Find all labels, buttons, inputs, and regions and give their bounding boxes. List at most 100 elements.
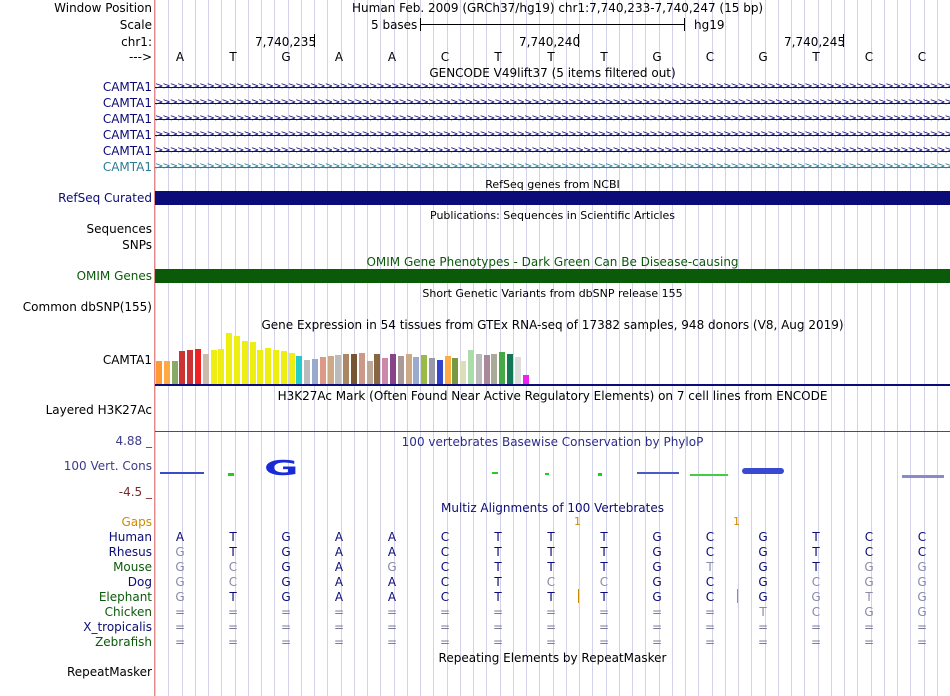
gtex-tissue-bar[interactable] — [319, 357, 326, 384]
refseq-track-title[interactable]: RefSeq genes from NCBI — [485, 178, 620, 191]
gtex-tissue-bar[interactable] — [483, 355, 490, 384]
repeatmasker-track-title[interactable]: Repeating Elements by RepeatMasker — [438, 651, 667, 665]
gtex-tissue-bar[interactable] — [187, 350, 194, 384]
gtex-tissue-bar[interactable] — [390, 354, 396, 384]
transcript-line[interactable] — [155, 103, 950, 104]
gencode-item-label[interactable]: CAMTA1 — [102, 112, 152, 126]
gtex-tissue-bar[interactable] — [522, 375, 529, 384]
gencode-item-label[interactable]: CAMTA1 — [102, 80, 152, 94]
species-label[interactable]: Rhesus — [108, 545, 152, 559]
gencode-track-title[interactable]: GENCODE V49lift37 (5 items filtered out) — [429, 66, 676, 80]
species-label[interactable]: Mouse — [113, 560, 152, 574]
transcript-line[interactable] — [155, 135, 950, 136]
gtex-tissue-bar[interactable] — [226, 333, 233, 384]
transcript-line[interactable] — [155, 119, 950, 120]
phylop-signal[interactable] — [742, 468, 784, 474]
species-label[interactable]: Chicken — [104, 605, 152, 619]
gtex-tissue-bar[interactable] — [507, 354, 513, 384]
h3k27ac-track-label[interactable]: Layered H3K27Ac — [45, 403, 152, 417]
transcript-line[interactable] — [155, 87, 950, 88]
phylop-signal[interactable] — [160, 472, 204, 474]
repeatmasker-track-label[interactable]: RepeatMasker — [66, 665, 152, 679]
gtex-tissue-bar[interactable] — [335, 355, 342, 384]
phylop-signal[interactable] — [902, 475, 944, 478]
phylop-signal[interactable] — [637, 472, 679, 474]
publications-snps-label[interactable]: SNPs — [122, 238, 152, 252]
gtex-tissue-bar[interactable] — [296, 356, 303, 384]
gtex-tissue-bar[interactable] — [304, 360, 311, 384]
gtex-tissue-bar[interactable] — [429, 358, 435, 384]
gtex-tissue-bar[interactable] — [312, 359, 318, 384]
gencode-item-label[interactable]: CAMTA1 — [102, 160, 152, 174]
gtex-tissue-bar[interactable] — [241, 341, 248, 384]
grid-line — [579, 0, 580, 696]
dbsnp-track-label[interactable]: Common dbSNP(155) — [22, 300, 152, 314]
species-label[interactable]: Elephant — [98, 590, 152, 604]
gtex-tissue-bar[interactable] — [491, 354, 498, 384]
omim-track-title[interactable]: OMIM Gene Phenotypes - Dark Green Can Be… — [366, 255, 739, 269]
gtex-tissue-bar[interactable] — [265, 348, 272, 384]
phylop-signal[interactable] — [598, 473, 602, 476]
phylop-signal[interactable] — [545, 473, 549, 475]
gtex-tissue-bar[interactable] — [171, 361, 178, 384]
omim-track-label[interactable]: OMIM Genes — [76, 269, 152, 283]
species-label[interactable]: X_tropicalis — [83, 620, 152, 634]
gtex-tissue-bar[interactable] — [288, 353, 295, 384]
gtex-tissue-bar[interactable] — [421, 355, 428, 384]
gencode-item-label[interactable]: CAMTA1 — [102, 144, 152, 158]
gtex-tissue-bar[interactable] — [382, 358, 389, 384]
gtex-track-label[interactable]: CAMTA1 — [102, 353, 152, 367]
species-label[interactable]: Zebrafish — [95, 635, 152, 649]
gtex-tissue-bar[interactable] — [273, 350, 279, 384]
gtex-tissue-bar[interactable] — [444, 356, 451, 384]
gtex-tissue-bar[interactable] — [257, 350, 264, 384]
gtex-tissue-bar[interactable] — [475, 354, 482, 384]
gtex-tissue-bar[interactable] — [179, 351, 186, 384]
transcript-line[interactable] — [155, 167, 950, 168]
h3k27ac-track-title[interactable]: H3K27Ac Mark (Often Found Near Active Re… — [277, 389, 828, 403]
gtex-tissue-bar[interactable] — [405, 354, 412, 384]
phylop-track-label[interactable]: 100 Vert. Cons — [63, 459, 152, 473]
gtex-tissue-bar[interactable] — [351, 354, 357, 384]
gtex-tissue-bar[interactable] — [195, 349, 201, 384]
gtex-tissue-bar[interactable] — [514, 357, 521, 384]
phylop-signal[interactable] — [690, 474, 728, 476]
gtex-expression-bars[interactable] — [156, 332, 536, 384]
gtex-tissue-bar[interactable] — [413, 357, 420, 384]
gtex-tissue-bar[interactable] — [397, 356, 404, 384]
gtex-tissue-bar[interactable] — [374, 354, 381, 384]
phylop-signal[interactable] — [228, 473, 234, 476]
gtex-tissue-bar[interactable] — [327, 356, 334, 384]
multiz-track-title[interactable]: Multiz Alignments of 100 Vertebrates — [440, 501, 665, 515]
species-label[interactable]: Dog — [127, 575, 152, 589]
gtex-track-title[interactable]: Gene Expression in 54 tissues from GTEx … — [261, 318, 844, 332]
gtex-tissue-bar[interactable] — [218, 349, 225, 384]
gtex-tissue-bar[interactable] — [499, 352, 506, 384]
publications-sequences-label[interactable]: Sequences — [86, 222, 152, 236]
species-label[interactable]: Human — [108, 530, 152, 544]
phylop-signal[interactable] — [492, 472, 498, 474]
phylop-track-title[interactable]: 100 vertebrates Basewise Conservation by… — [401, 435, 704, 449]
omim-gene-block[interactable] — [155, 269, 950, 283]
gtex-tissue-bar[interactable] — [468, 350, 474, 384]
gtex-tissue-bar[interactable] — [156, 361, 162, 384]
gtex-tissue-bar[interactable] — [358, 353, 365, 384]
gencode-item-label[interactable]: CAMTA1 — [102, 128, 152, 142]
gtex-tissue-bar[interactable] — [202, 354, 209, 384]
gencode-item-label[interactable]: CAMTA1 — [102, 96, 152, 110]
gtex-tissue-bar[interactable] — [452, 358, 459, 384]
gtex-tissue-bar[interactable] — [366, 361, 373, 384]
dbsnp-track-title[interactable]: Short Genetic Variants from dbSNP releas… — [422, 287, 683, 300]
gtex-tissue-bar[interactable] — [249, 342, 256, 384]
gtex-tissue-bar[interactable] — [234, 336, 240, 384]
gtex-tissue-bar[interactable] — [280, 351, 287, 384]
transcript-line[interactable] — [155, 151, 950, 152]
gtex-tissue-bar[interactable] — [436, 360, 443, 384]
gtex-tissue-bar[interactable] — [210, 350, 217, 384]
refseq-track-label[interactable]: RefSeq Curated — [58, 191, 152, 205]
refseq-gene-block[interactable] — [155, 191, 950, 205]
publications-track-title[interactable]: Publications: Sequences in Scientific Ar… — [430, 209, 675, 222]
gtex-tissue-bar[interactable] — [343, 354, 350, 384]
gtex-tissue-bar[interactable] — [163, 361, 170, 384]
gtex-tissue-bar[interactable] — [460, 361, 467, 384]
